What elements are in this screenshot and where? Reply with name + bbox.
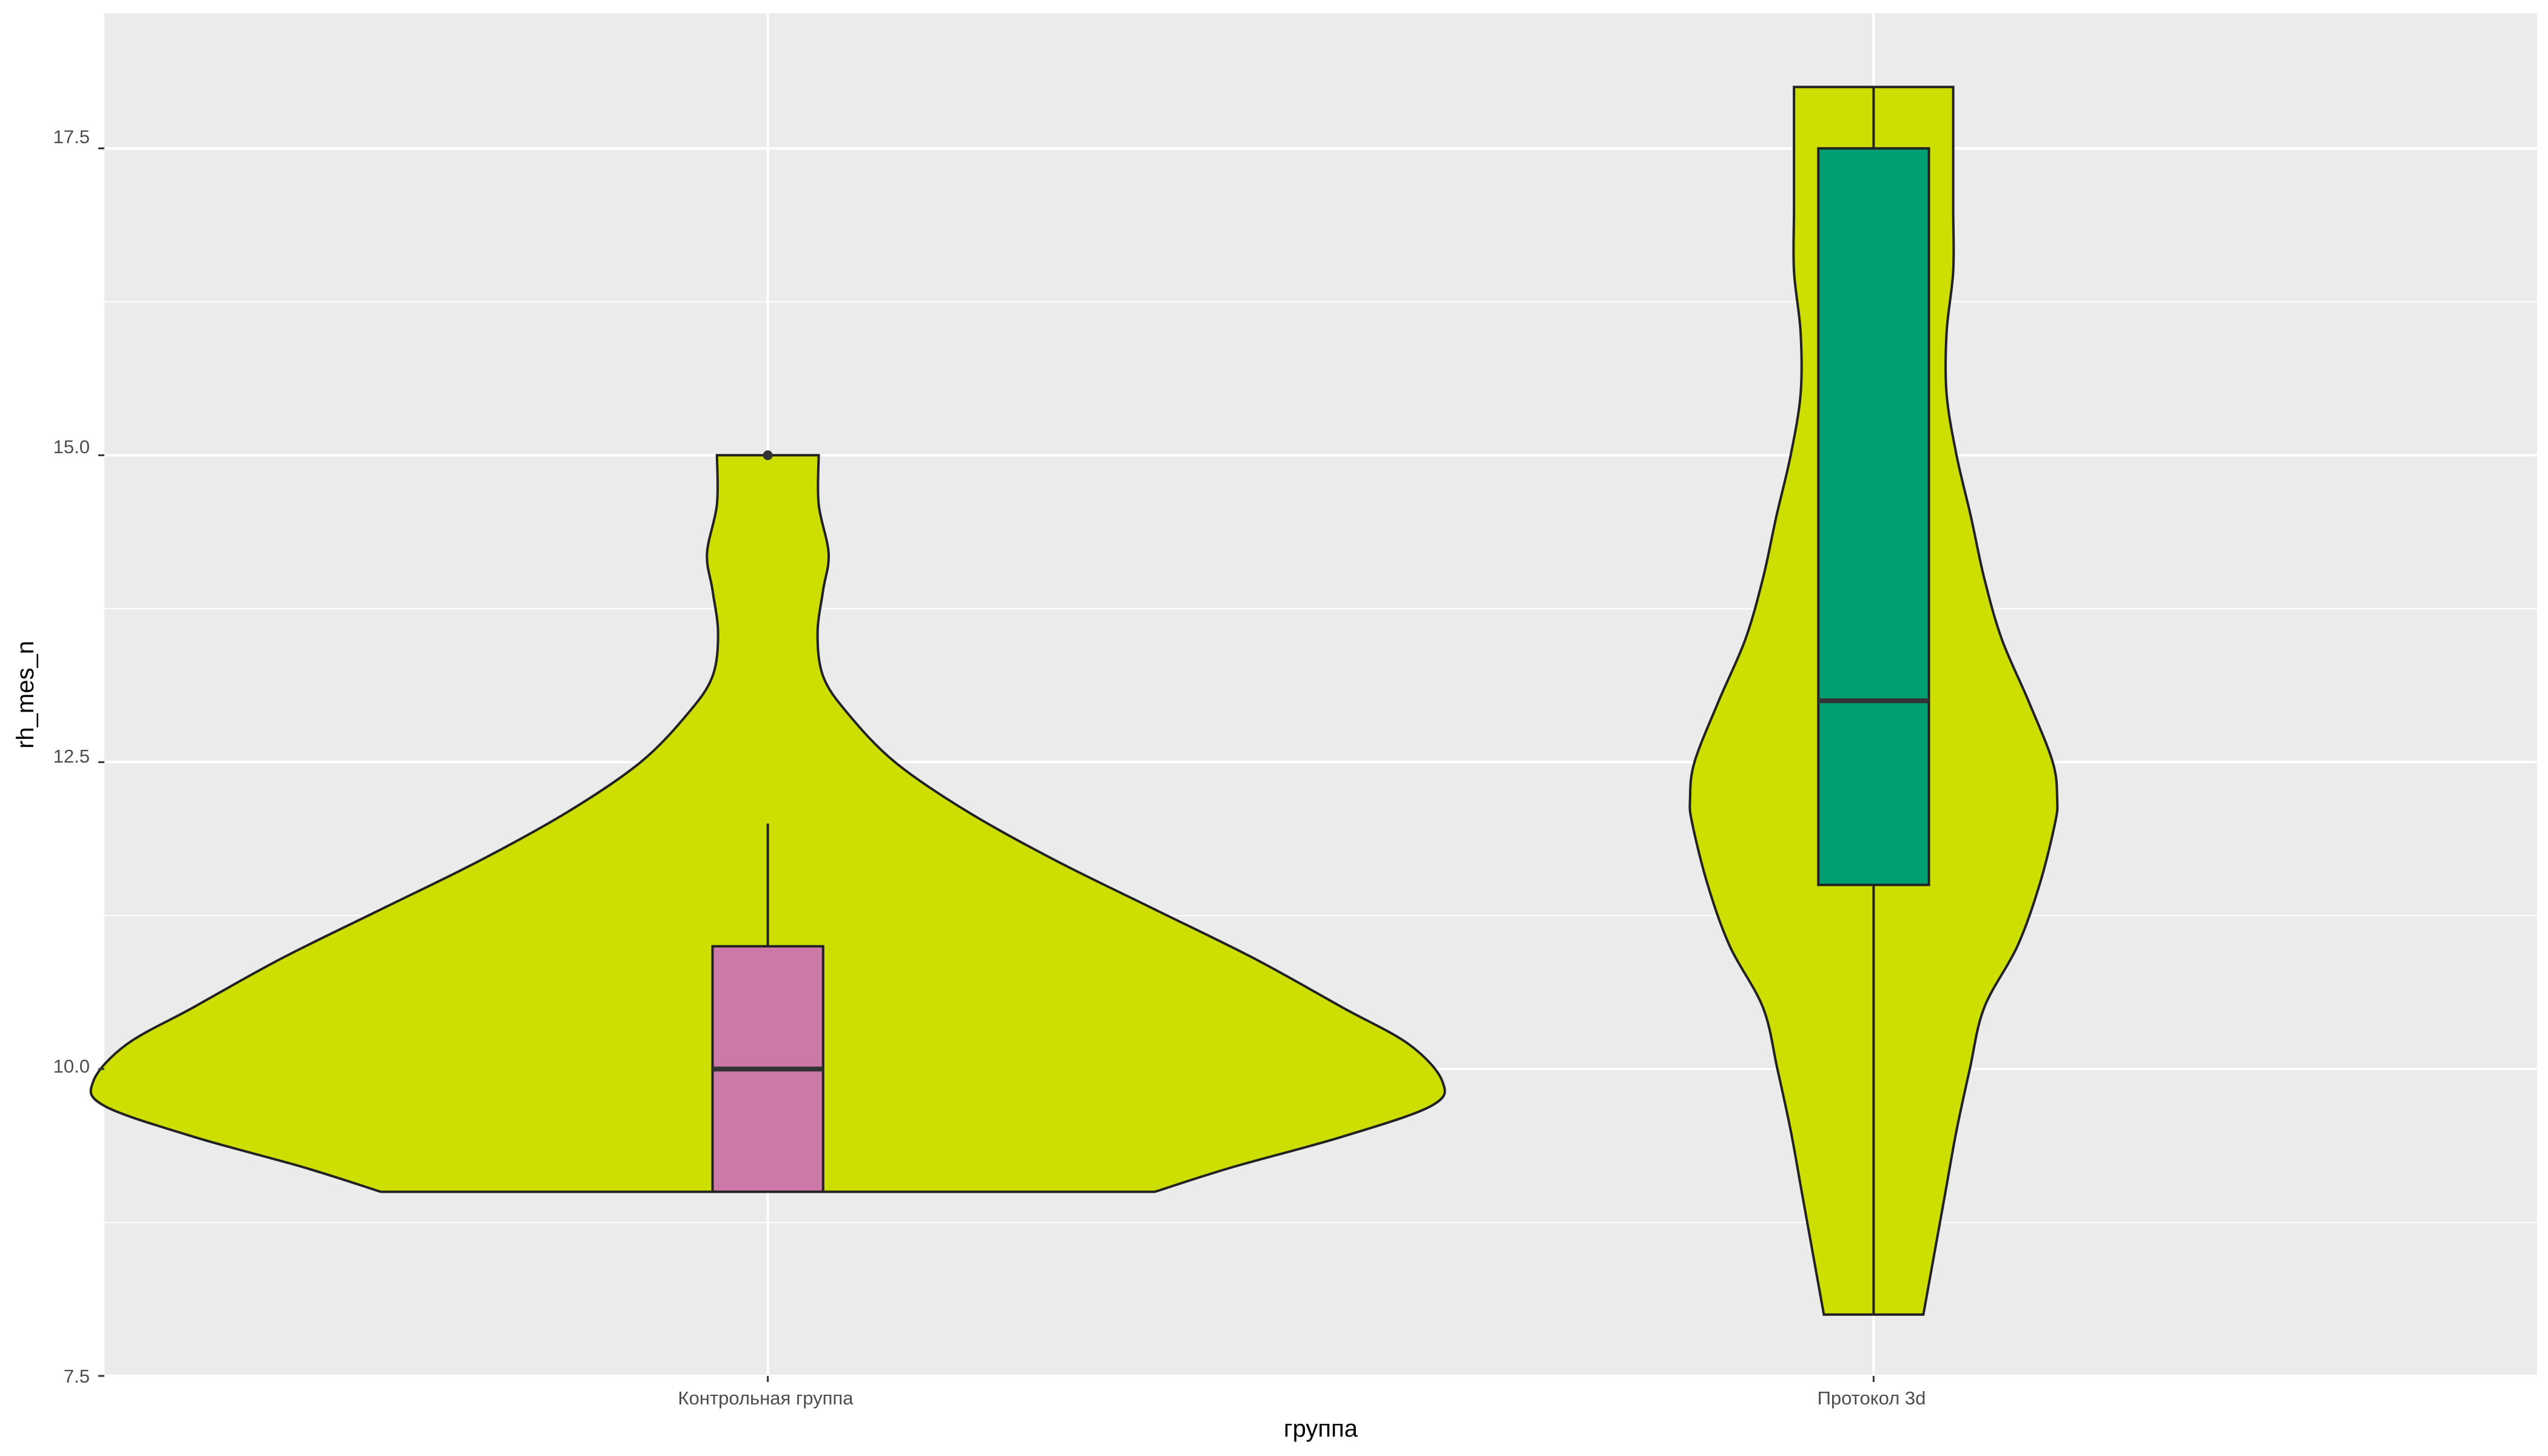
y-tick-label-10-0: 10.0 [53, 1056, 90, 1077]
y-tick-label-15-0: 15.0 [53, 436, 90, 457]
box-protocol [1817, 147, 1930, 886]
boxplots [711, 87, 1930, 1315]
x-axis-title: группа [1284, 1415, 1358, 1442]
outlier-point-control [763, 450, 773, 460]
y-tick-label-17-5: 17.5 [53, 126, 90, 147]
x-tick-label-protocol: Протокол 3d [1818, 1387, 1926, 1409]
y-axis-title: rh_mes_n [12, 641, 39, 749]
axis-ticks [98, 147, 1875, 1382]
y-tick-label-7-5: 7.5 [64, 1366, 90, 1387]
x-tick-label-control: Контрольная группа [678, 1387, 854, 1409]
y-tick-label-12-5: 12.5 [53, 746, 90, 767]
